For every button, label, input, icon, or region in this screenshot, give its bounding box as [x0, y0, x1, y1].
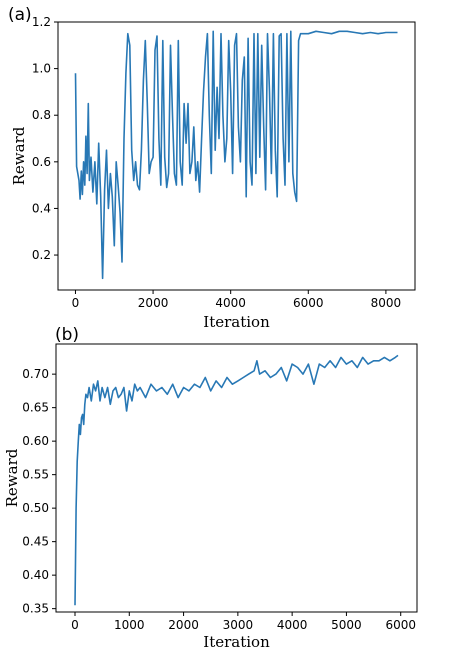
x-ticks-b: 0 1000 2000 3000 4000 5000 6000: [71, 612, 416, 632]
plot-frame-a: [57, 21, 416, 291]
x-tick-label-b: 1000: [114, 618, 145, 632]
y-tick-label-a: 1.0: [32, 62, 51, 76]
y-tick-label-b: 0.70: [22, 367, 49, 381]
y-tick-label-b: 0.50: [22, 501, 49, 515]
x-tick-label-b: 3000: [223, 618, 254, 632]
y-ticks-b: 0.35 0.40 0.45 0.50 0.55 0.60 0.65 0.70: [22, 367, 56, 616]
y-tick-label-b: 0.45: [22, 535, 49, 549]
reward-line-b: [74, 354, 399, 606]
x-tick-label-b: 4000: [277, 618, 308, 632]
x-tick-label-a: 2000: [138, 296, 169, 310]
y-tick-label-b: 0.35: [22, 602, 49, 616]
y-ticks-a: 0.2 0.4 0.6 0.8 1.0 1.2: [32, 15, 58, 262]
y-tick-label-b: 0.55: [22, 468, 49, 482]
x-tick-label-a: 0: [72, 296, 80, 310]
x-ticks-a: 0 2000 4000 6000 8000: [72, 290, 402, 310]
chart-panel-a: (a) 0 2000 4000 6000 8000 0.2 0.4 0.6 0.8 1.0 1.2…: [8, 5, 416, 331]
panel-label-b: (b): [55, 325, 79, 345]
reward-line-a: [74, 30, 398, 280]
x-axis-label-a: Iteration: [203, 313, 270, 331]
y-tick-label-b: 0.60: [22, 434, 49, 448]
y-tick-label-b: 0.65: [22, 401, 49, 415]
chart-panel-b: (b) 0 1000 2000 3000 4000 5000 6000 0.350.400.…: [3, 325, 418, 651]
x-tick-label-b: 6000: [385, 618, 416, 632]
panel-label-a: (a): [8, 5, 32, 25]
y-tick-label-a: 0.4: [32, 201, 51, 215]
y-tick-label-a: 0.2: [32, 248, 51, 262]
x-tick-label-b: 2000: [168, 618, 199, 632]
y-tick-label-a: 1.2: [32, 15, 51, 29]
y-tick-label-b: 0.40: [22, 568, 49, 582]
x-tick-label-a: 4000: [215, 296, 246, 310]
x-tick-label-a: 8000: [371, 296, 402, 310]
x-tick-label-a: 6000: [293, 296, 324, 310]
x-axis-label-b: Iteration: [203, 633, 270, 651]
y-tick-label-a: 0.8: [32, 108, 51, 122]
plot-frame-b: [55, 343, 418, 613]
y-tick-label-a: 0.6: [32, 155, 51, 169]
y-axis-label-a: Reward: [10, 126, 28, 185]
x-tick-label-b: 0: [71, 618, 79, 632]
y-axis-label-b: Reward: [3, 448, 21, 507]
x-tick-label-b: 5000: [331, 618, 362, 632]
